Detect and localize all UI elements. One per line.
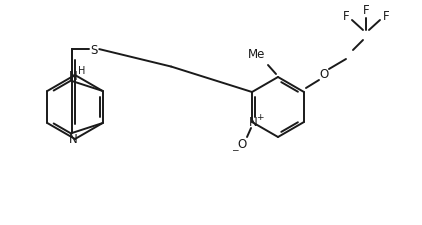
Text: +: + — [256, 113, 264, 122]
Text: N: N — [249, 116, 257, 129]
Text: N: N — [69, 133, 78, 146]
Text: F: F — [383, 10, 389, 23]
Text: F: F — [362, 4, 369, 17]
Text: −: − — [231, 145, 239, 154]
Text: O: O — [238, 138, 246, 151]
Text: O: O — [319, 68, 329, 81]
Text: S: S — [91, 43, 98, 56]
Text: N: N — [69, 69, 78, 82]
Text: H: H — [78, 66, 85, 76]
Text: F: F — [343, 10, 349, 23]
Text: Me: Me — [248, 48, 266, 61]
